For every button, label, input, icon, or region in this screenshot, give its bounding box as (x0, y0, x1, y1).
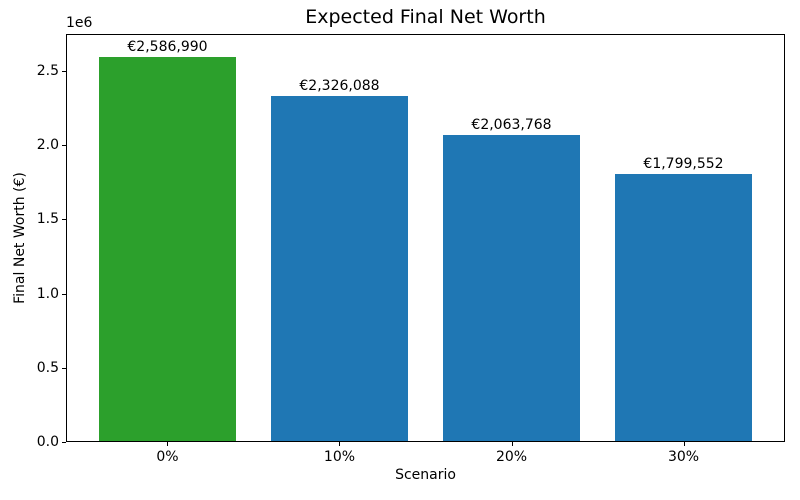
x-axis-label: Scenario (395, 467, 456, 483)
y-tick-mark (62, 219, 66, 220)
x-tick-label: 20% (495, 449, 528, 465)
bar-10% (270, 95, 409, 441)
y-tick-label: 0.5 (36, 359, 59, 376)
chart-title: Expected Final Net Worth (305, 6, 546, 28)
bar-value-label: €2,586,990 (127, 39, 208, 56)
y-tick-mark (62, 368, 66, 369)
y-tick-label: 2.0 (36, 137, 59, 154)
bar-value-label: €1,799,552 (643, 156, 724, 173)
x-tick-label: 10% (323, 449, 356, 465)
plot-area: €2,586,990 €2,326,088 €2,063,768 €1,799,552 (66, 34, 785, 442)
y-axis-offset-text: 1e6 (66, 15, 93, 31)
y-tick-label: 0.0 (36, 434, 59, 450)
y-tick-mark (62, 294, 66, 295)
bar-20% (442, 134, 581, 441)
y-tick-label: 1.0 (36, 285, 59, 302)
x-tick-mark (684, 442, 685, 446)
y-tick-mark (62, 71, 66, 72)
bar-value-label: €2,326,088 (299, 77, 380, 94)
bar-0% (98, 57, 237, 441)
x-tick-mark (339, 442, 340, 446)
x-tick-mark (167, 442, 168, 446)
bar-value-label: €2,063,768 (471, 116, 552, 133)
bar-30% (614, 174, 753, 441)
y-tick-mark (62, 442, 66, 443)
y-tick-label: 1.5 (36, 211, 59, 228)
x-tick-mark (512, 442, 513, 446)
x-tick-label: 0% (156, 449, 179, 465)
y-tick-label: 2.5 (36, 63, 59, 80)
y-tick-mark (62, 145, 66, 146)
x-tick-label: 30% (667, 449, 700, 465)
